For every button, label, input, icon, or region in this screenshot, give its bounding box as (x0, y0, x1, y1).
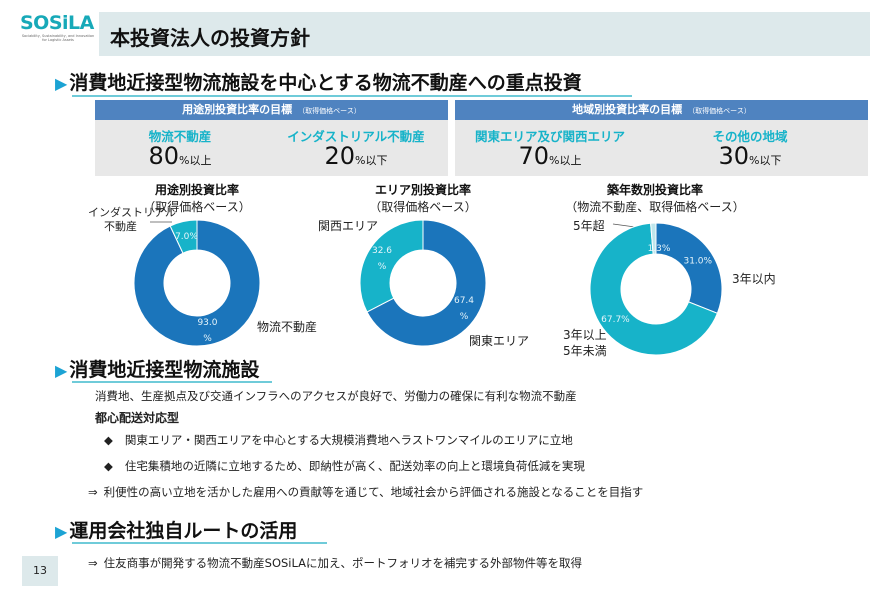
section1-heading: ▶ 消費地近接型物流施設を中心とする物流不動産への重点投資 (55, 68, 582, 95)
region-target-box: 地域別投資比率の目標 （取得価格ベース） 関東エリア及び関西エリア 70%以上 そ… (455, 100, 868, 176)
section3-heading-text: 運用会社独自ルートの活用 (69, 520, 298, 542)
chart1-label-logistics: 物流不動産 (257, 320, 318, 334)
target-number: 30 (718, 142, 750, 170)
chart2-data-label-2: 32.6% (372, 246, 392, 272)
target-label: 物流不動産 (148, 129, 212, 144)
target-label: その他の地域 (712, 129, 788, 144)
target-suffix: %以上 (179, 154, 212, 167)
chart2-slice-2 (359, 219, 424, 313)
chart3-subtitle: （物流不動産、取得価格ベース） (565, 200, 745, 214)
section2-heading-text: 消費地近接型物流施設 (69, 359, 260, 381)
chart2-label-kanto: 関東エリア (469, 334, 530, 348)
target-suffix: %以下 (749, 154, 782, 167)
target-number: 20 (324, 142, 356, 170)
chart2-slice-1 (366, 219, 487, 347)
target-suffix: %以上 (549, 154, 582, 167)
target-number: 80 (148, 142, 180, 170)
logo-text: SOSiLA (20, 12, 94, 34)
chart3-label-3to5: 3年以上 (563, 328, 607, 342)
section2-underline (72, 381, 272, 383)
chart1-label-industrial-2: 不動産 (104, 220, 137, 233)
triangle-icon: ▶ (55, 74, 68, 93)
chart1-slice-2 (169, 219, 198, 254)
chart3-label-over5: 5年超 (573, 219, 605, 233)
region-target-note: （取得価格ベース） (688, 107, 751, 115)
chart2-title: エリア別投資比率 (374, 183, 471, 197)
bullet-item: ◆ 関東エリア・関西エリアを中心とする大規模消費地へラストワンマイルのエリアに立地 (104, 432, 573, 448)
chart3-slice-1 (655, 222, 723, 314)
arrow-icon: ⇒ (88, 485, 98, 499)
logo-tagline: Sociability, Sustainability, and Innovat… (21, 34, 95, 42)
chart3-data-label-1: 31.0% (683, 257, 712, 267)
conclusion-text: 利便性の高い立地を活かした雇用への貢献等を通じて、地域社会から評価される施設とな… (103, 485, 644, 499)
chart2-label-kansai: 関西エリア (318, 219, 379, 233)
target-value: 70%以上 (465, 142, 635, 170)
usage-target-title: 用途別投資比率の目標 (182, 103, 293, 116)
section2-heading: ▶ 消費地近接型物流施設 (55, 355, 259, 382)
chart2-subtitle: （取得価格ベース） (369, 200, 477, 214)
bullet-text: 住宅集積地の近隣に立地するため、即納性が高く、配送効率の向上と環境負荷低減を実現 (124, 459, 585, 473)
chart3-label-within3: 3年以内 (732, 272, 776, 286)
region-target-header: 地域別投資比率の目標 （取得価格ベース） (455, 100, 868, 120)
sosila-logo: SOSiLA Sociability, Sustainability, and … (20, 12, 96, 52)
title-bar (99, 12, 870, 56)
chart1-subtitle: （取得価格ベース） (143, 200, 251, 214)
bullet-text: 関東エリア・関西エリアを中心とする大規模消費地へラストワンマイルのエリアに立地 (124, 433, 573, 447)
triangle-icon: ▶ (55, 361, 68, 380)
section3-heading: ▶ 運用会社独自ルートの活用 (55, 516, 297, 543)
chart3-label-3to5-2: 5年未満 (563, 344, 607, 358)
chart2-data-label-1: 67.4% (454, 296, 474, 322)
arrow-icon: ⇒ (88, 556, 98, 570)
page-number: 13 (22, 556, 58, 586)
section3-text-body: 住友商事が開発する物流不動産SOSiLAに加え、ポートフォリオを補完する外部物件… (103, 556, 583, 570)
chart3-slice-3 (650, 222, 657, 255)
region-target-title: 地域別投資比率の目標 (572, 103, 683, 116)
diamond-bullet-icon: ◆ (104, 433, 113, 447)
triangle-icon: ▶ (55, 522, 68, 541)
usage-target-note: （取得価格ベース） (298, 107, 361, 115)
section3-text: ⇒ 住友商事が開発する物流不動産SOSiLAに加え、ポートフォリオを補完する外部物… (88, 555, 582, 571)
target-label: インダストリアル不動産 (287, 129, 425, 144)
target-value: 80%以上 (95, 142, 265, 170)
section2-description: 消費地、生産拠点及び交通インフラへのアクセスが良好で、労働力の確保に有利な物流不… (95, 389, 577, 403)
chart1-title-block: 用途別投資比率 （取得価格ベース） (117, 181, 277, 215)
target-value: 30%以下 (665, 142, 835, 170)
chart3-data-label-3: 1.3% (648, 244, 671, 254)
section1-heading-text: 消費地近接型物流施設を中心とする物流不動産への重点投資 (69, 72, 582, 94)
chart3-title-block: 築年数別投資比率 （物流不動産、取得価格ベース） (555, 181, 755, 215)
chart1-data-label-1: 93.0% (197, 318, 217, 344)
chart1-data-label-2: 7.0% (175, 232, 198, 242)
section3-underline (72, 542, 327, 544)
chart3-data-label-2: 67.7% (601, 315, 630, 325)
target-number: 70 (518, 142, 550, 170)
target-suffix: %以下 (355, 154, 388, 167)
chart3-slice-2 (589, 222, 719, 356)
chart3-title: 築年数別投資比率 (606, 183, 703, 197)
target-value: 20%以下 (271, 142, 441, 170)
section2-subheading: 都心配送対応型 (95, 411, 180, 425)
page-title: 本投資法人の投資方針 (110, 26, 310, 50)
chart1-label-industrial: インダストリアル (88, 206, 176, 219)
chart2-title-block: エリア別投資比率 （取得価格ベース） (343, 181, 503, 215)
chart1-slice-1 (133, 219, 261, 347)
usage-target-header: 用途別投資比率の目標 （取得価格ベース） (95, 100, 448, 120)
bullet-item: ◆ 住宅集積地の近隣に立地するため、即納性が高く、配送効率の向上と環境負荷低減を実… (104, 458, 585, 474)
target-label: 関東エリア及び関西エリア (474, 129, 625, 144)
chart1-title: 用途別投資比率 (154, 183, 239, 197)
section1-underline (72, 95, 632, 97)
section2-conclusion: ⇒ 利便性の高い立地を活かした雇用への貢献等を通じて、地域社会から評価される施設と… (88, 484, 643, 500)
usage-target-box: 用途別投資比率の目標 （取得価格ベース） 物流不動産 80%以上 インダストリアル… (95, 100, 448, 176)
diamond-bullet-icon: ◆ (104, 459, 113, 473)
